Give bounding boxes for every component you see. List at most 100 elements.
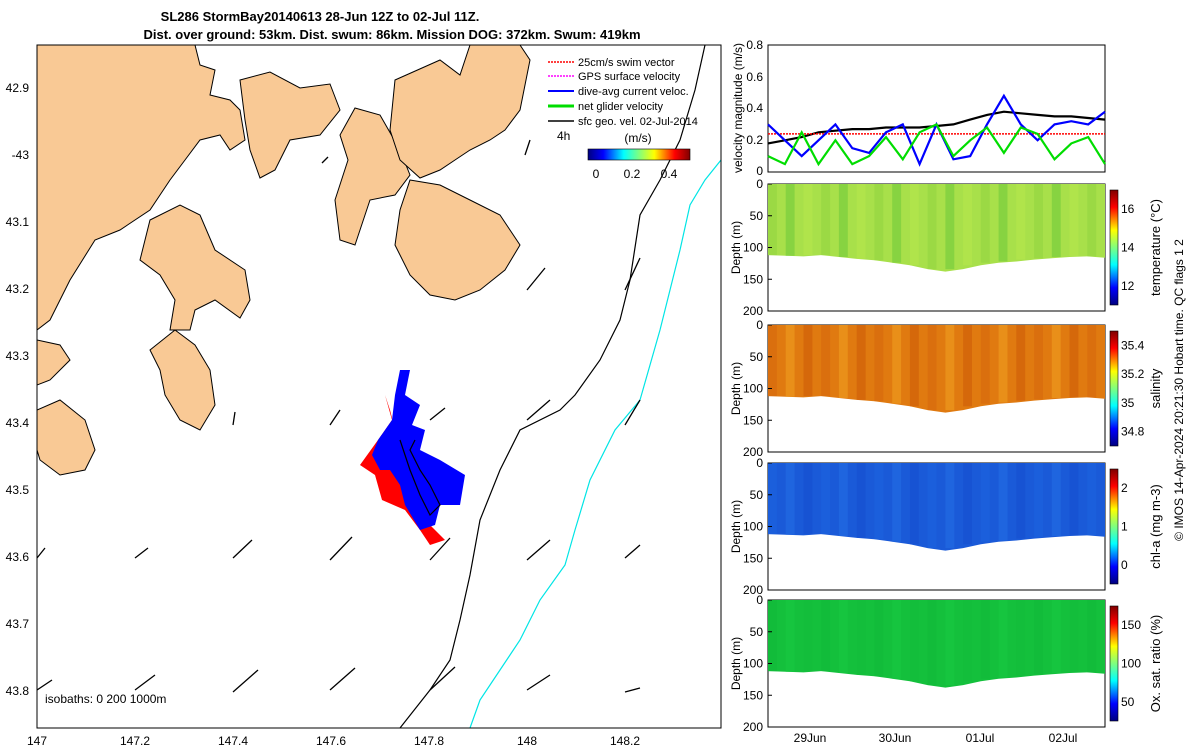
colorbar-tick: 2 — [1121, 481, 1128, 495]
section-stripe — [892, 184, 902, 263]
section-stripe — [1051, 325, 1061, 398]
section-stripe — [856, 600, 866, 675]
section-stripe — [821, 463, 831, 535]
legend-current: dive-avg current veloc. — [578, 86, 689, 98]
vel-ytick: 0.2 — [746, 133, 763, 147]
section-stripe — [1069, 325, 1079, 398]
section-panel-3: 0 50 100 150 200 Depth (m) 0 1 2 chl-a (mg m-3) — [729, 456, 1163, 597]
land-forestier-peninsula — [239, 71, 341, 179]
section-panel-1: 0 50 100 150 200 Depth (m) 12 14 16 temperature (… — [729, 177, 1163, 318]
velocity-yticks: 0 0.2 0.4 0.6 0.8 — [746, 38, 763, 178]
time-tick: 02Jul — [1049, 731, 1078, 745]
vel-ytick: 0.8 — [746, 38, 763, 52]
section-stripe — [1087, 184, 1097, 257]
credit-line: © IMOS 14-Apr-2024 20:21:30 Hobart time.… — [1172, 239, 1186, 541]
section-stripe — [980, 184, 990, 263]
section-ytick: 200 — [743, 583, 763, 597]
section-stripe — [1069, 600, 1079, 673]
section-stripe — [1051, 184, 1061, 257]
colorbar-tick: 12 — [1121, 279, 1135, 293]
section-stripe — [998, 184, 1008, 262]
section-stripe — [927, 184, 937, 270]
land-peninsula-centre — [139, 204, 251, 331]
section-stripe — [1051, 600, 1061, 673]
vector-arrows — [37, 139, 641, 693]
land-west-lower — [37, 339, 71, 386]
track-swim-red — [360, 395, 445, 545]
legend-net: net glider velocity — [578, 101, 663, 113]
section-stripe — [785, 600, 795, 672]
section-stripe — [927, 325, 937, 411]
section-stripe — [856, 325, 866, 400]
map-legend: 25cm/s swim vector GPS surface velocity … — [548, 57, 698, 181]
section-ytick: 50 — [750, 488, 764, 502]
section-stripe — [1051, 463, 1061, 536]
section-ytick: 100 — [743, 657, 763, 671]
colorbar-label: temperature (°C) — [1148, 199, 1163, 296]
section-ytick: 100 — [743, 520, 763, 534]
section-stripe — [1087, 600, 1097, 673]
lon-tick: 148 — [517, 734, 537, 748]
section-ytick: 150 — [743, 551, 763, 565]
section-colorbar — [1109, 605, 1119, 722]
section-colorbar — [1109, 468, 1119, 585]
section-stripe — [927, 463, 937, 549]
section-ytick: 200 — [743, 720, 763, 734]
section-stripe — [874, 325, 884, 402]
cbar-tick-1: 0.2 — [624, 167, 641, 181]
section-stripe — [821, 325, 831, 397]
lon-ticks: 147 147.2 147.4 147.6 147.8 148 148.2 — [27, 734, 640, 748]
land-south-west — [149, 329, 216, 431]
section-stripe — [874, 463, 884, 540]
track-path-black — [399, 439, 441, 517]
velocity-panel: 0 0.2 0.4 0.6 0.8 velocity magnitude (m/… — [731, 38, 1106, 178]
section-stripe — [1034, 184, 1043, 259]
section-stripe — [768, 325, 777, 397]
vel-ytick: 0.6 — [746, 70, 763, 84]
vel-ytick: 0.4 — [746, 101, 763, 115]
colorbar-tick: 34.8 — [1121, 425, 1145, 439]
section-stripe — [1069, 463, 1079, 536]
section-stripe — [892, 600, 902, 679]
section-stripe — [945, 600, 955, 686]
section-ytick: 0 — [756, 177, 763, 191]
velocity-series — [767, 93, 1106, 167]
colorbar-tick: 35.4 — [1121, 338, 1145, 352]
section-ytick: 0 — [756, 456, 763, 470]
isobath-200 — [399, 45, 706, 728]
section-stripe — [1016, 325, 1026, 401]
section-stripe — [803, 600, 813, 672]
lat-tick: 43.6 — [6, 550, 30, 564]
scale-note: 4h — [557, 129, 570, 143]
section-stripe — [998, 600, 1008, 678]
colorbar-tick: 0 — [1121, 558, 1128, 572]
section-stripe — [1087, 325, 1097, 398]
section-stripe — [945, 184, 955, 270]
colorbar-tick: 35.2 — [1121, 367, 1145, 381]
section-ytick: 100 — [743, 241, 763, 255]
section-stripe — [980, 463, 990, 542]
legend-sfc: sfc geo. vel. 02-Jul-2014 — [578, 116, 698, 128]
section-stripe — [1034, 325, 1043, 400]
section-colorbar — [1109, 189, 1119, 306]
section-stripe — [909, 184, 919, 266]
velocity-ylabel: velocity magnitude (m/s) — [731, 43, 745, 173]
section-stripe — [803, 184, 813, 256]
section-stripe — [1016, 184, 1026, 260]
section-stripe — [963, 600, 972, 682]
section-stripe — [1069, 184, 1079, 257]
isobath-1000 — [469, 159, 721, 728]
colorbar-label: Ox. sat. ratio (%) — [1148, 615, 1163, 713]
section-ytick: 50 — [750, 350, 764, 364]
section-stripe — [998, 325, 1008, 403]
section-ytick: 50 — [750, 209, 764, 223]
title-line-1: SL286 StormBay20140613 28-Jun 12Z to 02-… — [161, 9, 480, 24]
section-ylabel: Depth (m) — [729, 362, 743, 415]
section-stripe — [998, 463, 1008, 541]
lon-tick: 148.2 — [610, 734, 640, 748]
section-stripe — [963, 325, 972, 407]
section-stripe — [892, 325, 902, 404]
lat-tick: 43.4 — [6, 416, 30, 430]
section-ytick: 50 — [750, 625, 764, 639]
section-stripe — [768, 600, 777, 672]
